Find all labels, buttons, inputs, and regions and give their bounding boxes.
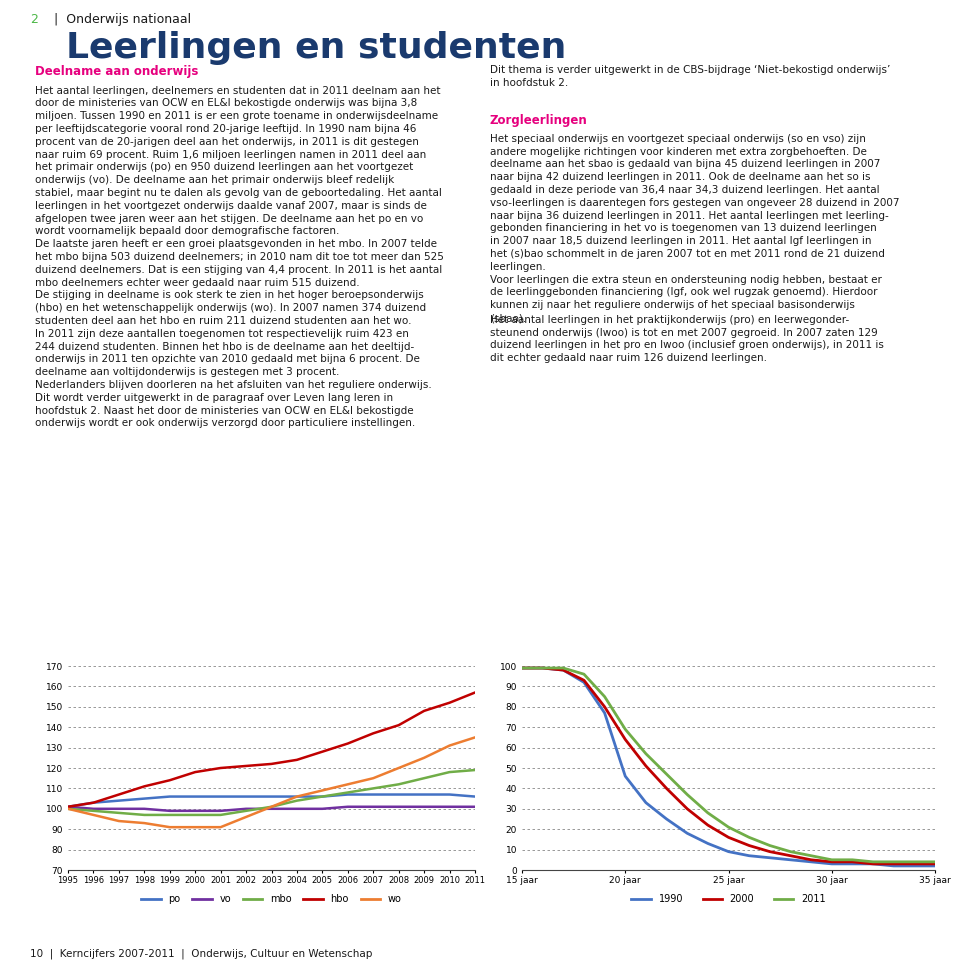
Text: Deelname aan onderwijs: Deelname aan onderwijs (35, 65, 199, 78)
Text: Figuur 2.9  |  Ontwikkeling van het aantal deelnemers: Figuur 2.9 | Ontwikkeling van het aantal… (36, 634, 373, 645)
Text: Onderwijsdeelnemers (index 1995 = 100) per sector (incl. groen onderwijs): Onderwijsdeelnemers (index 1995 = 100) p… (36, 651, 396, 660)
Text: |  Onderwijs nationaal: | Onderwijs nationaal (46, 14, 191, 26)
Text: 2: 2 (30, 14, 37, 26)
Text: Zorgleerlingen: Zorgleerlingen (490, 114, 588, 126)
Text: Het aantal leerlingen, deelnemers en studenten dat in 2011 deelnam aan het
door : Het aantal leerlingen, deelnemers en stu… (35, 86, 444, 428)
Legend: 1990, 2000, 2011: 1990, 2000, 2011 (628, 890, 829, 908)
Text: Deelname aan bekostigd onderwijs als percentage van de totale bevolking: Deelname aan bekostigd onderwijs als per… (489, 651, 845, 660)
Text: Het speciaal onderwijs en voortgezet speciaal onderwijs (so en vso) zijn
andere : Het speciaal onderwijs en voortgezet spe… (490, 134, 900, 323)
Text: Het aantal leerlingen in het praktijkonderwijs (pro) en leerwegonder-
steunend o: Het aantal leerlingen in het praktijkond… (490, 314, 884, 363)
Text: 10  |  Kerncijfers 2007-2011  |  Onderwijs, Cultuur en Wetenschap: 10 | Kerncijfers 2007-2011 | Onderwijs, … (30, 949, 372, 959)
Legend: po, vo, mbo, hbo, wo: po, vo, mbo, hbo, wo (137, 890, 405, 908)
Text: Figuur 2.10  |  Onderwijsdeelname naar leeftijd in Nederland: Figuur 2.10 | Onderwijsdeelname naar lee… (489, 634, 868, 645)
Text: Leerlingen en studenten: Leerlingen en studenten (66, 31, 566, 65)
Text: Dit thema is verder uitgewerkt in de CBS-bijdrage ‘Niet-bekostigd onderwijs’
in : Dit thema is verder uitgewerkt in de CBS… (490, 65, 890, 88)
